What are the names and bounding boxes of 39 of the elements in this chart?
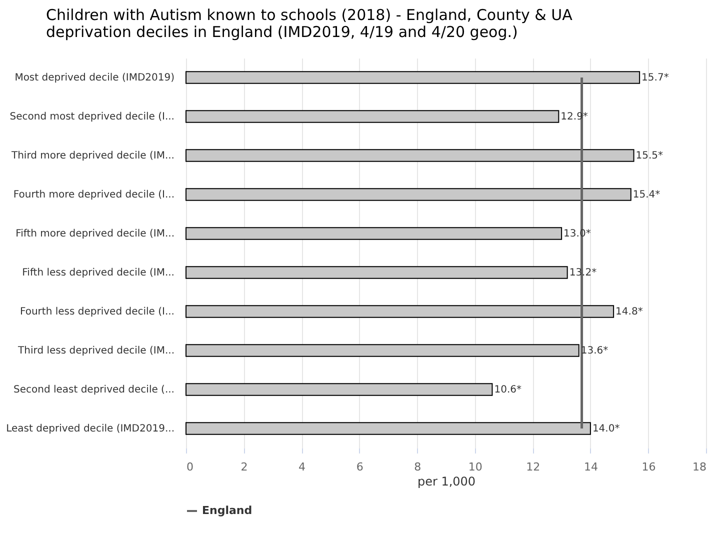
x-tick-label: 12 xyxy=(526,460,540,474)
y-tick-label: Most deprived decile (IMD2019) xyxy=(14,72,175,84)
bar xyxy=(186,110,560,123)
legend-label: England xyxy=(202,504,252,517)
y-tick-label: Fourth less deprived decile (I... xyxy=(20,306,174,318)
data-label: 15.7* xyxy=(642,72,669,84)
x-tick-label: 6 xyxy=(356,460,364,474)
bar xyxy=(186,266,568,279)
x-tick-label: 2 xyxy=(240,460,248,474)
x-tick-label: 10 xyxy=(468,460,482,474)
y-tick-label: Third more deprived decile (IM... xyxy=(10,150,174,162)
bar xyxy=(186,422,591,435)
bar xyxy=(186,188,632,201)
x-axis-title: per 1,000 xyxy=(417,474,476,488)
data-label: 15.4* xyxy=(632,190,660,200)
x-tick-label: 14 xyxy=(584,460,598,474)
bar xyxy=(186,71,640,84)
x-tick-label: 18 xyxy=(692,460,706,474)
data-label: 14.0* xyxy=(592,424,620,434)
bar xyxy=(186,344,580,357)
bar xyxy=(186,383,493,396)
x-tick-label: 16 xyxy=(642,460,656,474)
y-tick-label: Fifth more deprived decile (IM... xyxy=(16,228,174,240)
data-label: 14.8* xyxy=(616,306,643,318)
y-tick-label: Least deprived decile (IMD2019... xyxy=(6,424,174,434)
data-label: 10.6* xyxy=(494,384,522,396)
data-label: 15.5* xyxy=(636,150,664,162)
x-tick-label: 4 xyxy=(298,460,306,474)
y-tick-label: Second most deprived decile (I... xyxy=(10,112,174,122)
y-tick-label: Second least deprived decile (... xyxy=(13,384,174,396)
bar xyxy=(186,305,614,318)
x-tick-label: 8 xyxy=(414,460,422,474)
bar xyxy=(186,149,634,162)
x-tick-label: 0 xyxy=(186,460,194,474)
bar xyxy=(186,227,562,240)
y-tick-label: Third less deprived decile (IM... xyxy=(17,346,174,356)
y-tick-label: Fourth more deprived decile (I... xyxy=(13,190,174,200)
y-tick-label: Fifth less deprived decile (IM... xyxy=(22,268,174,278)
chart-title: Children with Autism known to schools (2018) - England, County & UA deprivation deciles in England (IMD2019, 4/19 and 4/20 geog.) xyxy=(46,6,574,41)
